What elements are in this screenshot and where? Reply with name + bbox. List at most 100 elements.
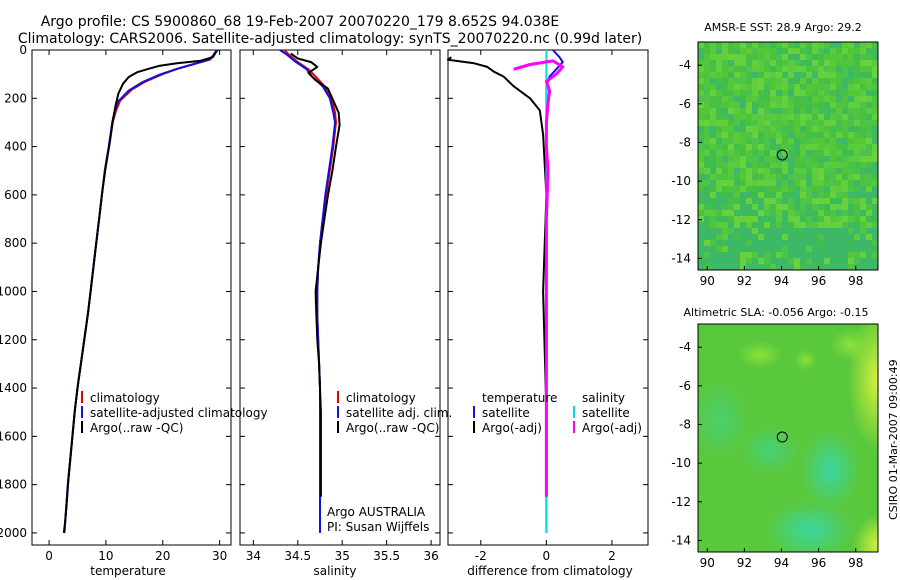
sst-cell [764,168,770,174]
sst-cell [758,198,764,204]
x-tick-label: -2 [475,549,487,563]
sst-cell [704,120,710,126]
sst-cell [776,138,782,144]
sst-cell [806,204,812,210]
sst-cell [740,216,746,222]
sst-cell [836,174,842,180]
sst-cell [764,234,770,240]
sst-cell [776,186,782,192]
sst-cell [872,210,878,216]
sst-cell [848,78,854,84]
sst-cell [758,144,764,150]
sst-cell [740,168,746,174]
sst-cell [818,48,824,54]
sst-cell [812,120,818,126]
sst-cell [848,234,854,240]
sst-cell [704,246,710,252]
sst-cell [740,222,746,228]
sst-cell [812,252,818,258]
sst-cell [794,252,800,258]
sst-cell [836,60,842,66]
sst-cell [812,222,818,228]
sst-cell [830,252,836,258]
sst-cell [806,144,812,150]
x-tick-label: 30 [212,549,227,563]
sst-cell [830,192,836,198]
sst-cell [854,156,860,162]
sst-cell [866,150,872,156]
sst-cell [776,78,782,84]
sst-cell [740,204,746,210]
sst-cell [806,120,812,126]
sst-cell [872,192,878,198]
sst-cell [860,90,866,96]
x-tick-label: 0 [45,549,53,563]
sst-cell [710,168,716,174]
sst-cell [800,72,806,78]
sst-cell [818,174,824,180]
x-tick-label: 0 [543,549,551,563]
sst-cell [752,126,758,132]
sst-cell [806,180,812,186]
sst-cell [800,138,806,144]
sst-cell [740,132,746,138]
sst-cell [872,84,878,90]
sst-cell [788,84,794,90]
sst-cell [746,126,752,132]
sst-cell [782,84,788,90]
sst-cell [698,186,704,192]
sst-cell [854,138,860,144]
sst-cell [764,72,770,78]
sst-cell [830,150,836,156]
sst-cell [848,144,854,150]
sst-cell [842,228,848,234]
sst-cell [818,168,824,174]
sst-cell [704,114,710,120]
sst-cell [770,114,776,120]
sst-cell [710,120,716,126]
sst-cell [722,162,728,168]
sst-cell [764,132,770,138]
sst-cell [794,216,800,222]
sst-cell [734,150,740,156]
sst-cell [830,132,836,138]
sst-cell [872,132,878,138]
sst-cell [800,126,806,132]
sst-cell [704,48,710,54]
sst-cell [866,168,872,174]
sst-cell [836,72,842,78]
sst-cell [716,216,722,222]
sst-cell [806,246,812,252]
sst-cell [854,252,860,258]
sst-cell [764,90,770,96]
sst-cell [752,168,758,174]
sst-cell [854,150,860,156]
sst-cell [872,180,878,186]
sst-cell [770,258,776,264]
map-y-tick-label: -10 [671,456,691,470]
sst-cell [716,168,722,174]
sst-cell [728,66,734,72]
sst-cell [788,162,794,168]
sst-cell [854,180,860,186]
sst-cell [824,210,830,216]
sst-cell [800,168,806,174]
sst-cell [710,180,716,186]
sst-cell [716,126,722,132]
sst-cell [854,114,860,120]
sst-cell [734,264,740,270]
sst-cell [734,204,740,210]
map-x-tick-label: 94 [774,274,789,288]
sst-cell [782,234,788,240]
sst-cell [782,240,788,246]
sst-cell [728,90,734,96]
sst-cell [806,258,812,264]
sst-cell [758,180,764,186]
sst-cell [770,180,776,186]
sst-cell [728,246,734,252]
sst-cell [872,252,878,258]
sst-cell [866,108,872,114]
sst-cell [848,192,854,198]
salinity-legend: climatology satellite adj. clim. Argo(..… [337,391,452,435]
sst-cell [860,258,866,264]
